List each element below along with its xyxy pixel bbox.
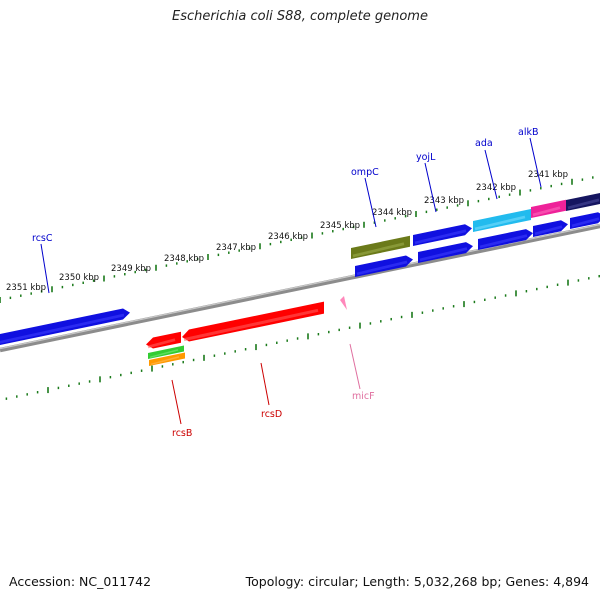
- leader-ada: [484, 149, 498, 200]
- label-alkB: alkB: [518, 127, 538, 138]
- backbone: [0, 223, 600, 353]
- kbp-label: 2343 kbp: [424, 196, 464, 206]
- kbp-label: 2349 kbp: [111, 264, 151, 274]
- feature-red-small-shading: [147, 338, 176, 349]
- feature-fwd-c-shading: [479, 234, 528, 249]
- leader-rcsB: [171, 379, 182, 425]
- lower-tick-ring: [5, 274, 600, 400]
- kbp-label: 2347 kbp: [216, 243, 256, 253]
- map-title: Escherichia coli S88, complete genome: [172, 9, 428, 24]
- gene-labels: rcsC ompC yojL ada alkB rcsB rcsD micF: [32, 127, 538, 439]
- label-rcsC: rcsC: [32, 233, 53, 244]
- feature-rcsD-shading: [183, 308, 319, 342]
- gene-features: [0, 192, 600, 366]
- kbp-label: 2344 kbp: [372, 208, 412, 218]
- feature-fwd-a-shading: [356, 260, 408, 276]
- upper-tick-ring: [0, 176, 594, 303]
- kbp-label: 2350 kbp: [59, 273, 99, 283]
- leader-ompC: [364, 177, 377, 228]
- kbp-label: 2348 kbp: [164, 254, 204, 264]
- leader-alkB: [529, 137, 542, 188]
- leader-yojL: [424, 162, 437, 213]
- feature-fwd-b-shading: [419, 247, 468, 262]
- label-rcsD: rcsD: [261, 409, 282, 420]
- label-ada: ada: [475, 138, 493, 149]
- label-micF: micF: [352, 391, 375, 402]
- feature-green-shading: [149, 349, 179, 359]
- feature-ada-shading: [474, 215, 526, 231]
- kbp-scale-labels: 2351 kbp 2350 kbp 2349 kbp 2348 kbp 2347 kbp…: [6, 170, 568, 293]
- label-yojL: yojL: [416, 152, 436, 163]
- kbp-label: 2345 kbp: [320, 221, 360, 231]
- label-leaders: [40, 137, 542, 425]
- kbp-label: 2346 kbp: [268, 232, 308, 242]
- leader-rcsC: [40, 243, 50, 294]
- label-rcsB: rcsB: [172, 428, 192, 439]
- feature-navy-shading: [567, 198, 600, 210]
- feature-fwd-d-shading: [534, 225, 563, 236]
- genome-summary-text: Topology: circular; Length: 5,032,268 bp…: [245, 574, 589, 589]
- label-ompC: ompC: [351, 167, 379, 178]
- feature-rcsC-shading: [0, 313, 125, 344]
- leader-rcsD: [260, 362, 270, 406]
- kbp-label: 2351 kbp: [6, 283, 46, 293]
- feature-ompC-shading: [352, 242, 405, 258]
- feature-orange-shading: [150, 356, 180, 366]
- feature-yojL-shading: [414, 229, 467, 245]
- feature-fwd-e-shading: [571, 217, 600, 228]
- feature-micF: [340, 296, 347, 310]
- kbp-label: 2342 kbp: [476, 183, 516, 193]
- accession-text: Accession: NC_011742: [9, 574, 152, 589]
- kbp-label: 2341 kbp: [528, 170, 568, 180]
- feature-alkB-shading: [532, 206, 561, 217]
- leader-micF: [349, 343, 361, 390]
